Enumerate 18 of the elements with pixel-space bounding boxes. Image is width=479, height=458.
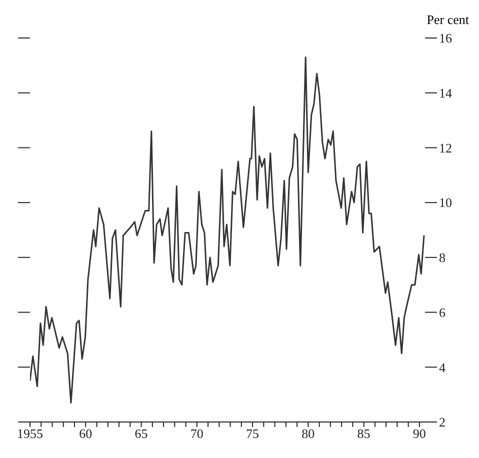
x-tick-label: 90: [412, 426, 426, 442]
y-tick-label: 12: [439, 140, 452, 156]
x-tick-label: 85: [357, 426, 370, 442]
line-series: [30, 56, 425, 404]
x-tick-label: 80: [302, 426, 315, 442]
y-tick-label: 16: [439, 30, 452, 46]
y-tick-label: 14: [439, 85, 452, 100]
y-axis-title: Per cent: [426, 12, 469, 28]
y-tick-label: 10: [439, 195, 452, 210]
x-tick-label: 1955: [17, 426, 43, 442]
x-tick-label: 65: [134, 426, 148, 442]
y-tick-label: 8: [439, 250, 446, 266]
y-tick-label: 4: [439, 360, 446, 375]
x-tick-label: 60: [79, 426, 92, 442]
x-tick-label: 75: [246, 426, 260, 442]
y-tick-label: 2: [439, 414, 446, 430]
x-tick-label: 70: [190, 426, 204, 442]
y-tick-label: 6: [439, 304, 446, 320]
